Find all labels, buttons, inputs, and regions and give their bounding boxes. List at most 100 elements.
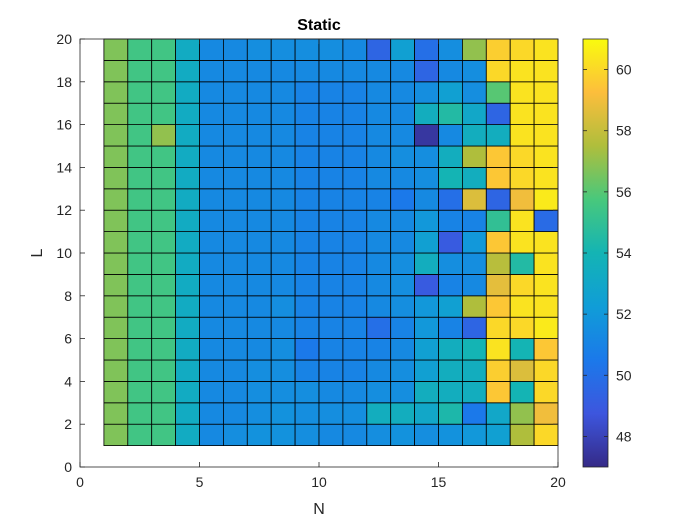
x-axis-ticks: 0 5 10 15 20 bbox=[76, 39, 566, 490]
heatmap-cell bbox=[103, 423, 129, 447]
heatmap-cell bbox=[318, 338, 344, 361]
heatmap-cell bbox=[103, 145, 129, 168]
heatmap-cell bbox=[294, 359, 320, 382]
heatmap-cell bbox=[461, 38, 487, 61]
heatmap-cell bbox=[103, 60, 129, 83]
heatmap-cell bbox=[270, 60, 296, 83]
heatmap-cell bbox=[438, 295, 463, 318]
heatmap-cell bbox=[127, 359, 153, 382]
heatmap-cell bbox=[461, 102, 487, 125]
heatmap-cell bbox=[199, 124, 224, 147]
heatmap-cell bbox=[175, 273, 200, 297]
heatmap-cell bbox=[366, 60, 392, 83]
heatmap-cell bbox=[390, 423, 416, 447]
heatmap-cell bbox=[270, 209, 296, 232]
heatmap-cell bbox=[175, 38, 200, 61]
heatmap-cell bbox=[270, 81, 296, 104]
heatmap-cell bbox=[366, 273, 392, 297]
colorbar-tick-label: 54 bbox=[616, 245, 632, 261]
heatmap-cell bbox=[414, 316, 439, 340]
colorbar-tick-label: 56 bbox=[616, 184, 632, 200]
heatmap-cell bbox=[461, 124, 487, 147]
heatmap-cell bbox=[222, 423, 248, 447]
heatmap-cell bbox=[127, 124, 153, 147]
heatmap-cell bbox=[175, 188, 200, 211]
heatmap-cell bbox=[485, 188, 511, 211]
heatmap-cell bbox=[533, 252, 559, 275]
heatmap-cell bbox=[151, 166, 176, 190]
heatmap-cell bbox=[342, 166, 368, 190]
heatmap-cell bbox=[318, 316, 344, 340]
heatmap-cell bbox=[294, 124, 320, 147]
heatmap-cell bbox=[342, 338, 368, 361]
heatmap-cell bbox=[175, 359, 200, 382]
heatmap-cell bbox=[270, 316, 296, 340]
heatmap-cell bbox=[366, 188, 392, 211]
heatmap-cell bbox=[461, 273, 487, 297]
heatmap-cell bbox=[246, 252, 272, 275]
heatmap-cell bbox=[438, 124, 463, 147]
y-tick-label: 16 bbox=[56, 117, 72, 133]
heatmap-cell bbox=[438, 209, 463, 232]
heatmap-cell bbox=[390, 380, 416, 404]
heatmap-cell bbox=[366, 423, 392, 447]
heatmap-cell bbox=[246, 423, 272, 447]
heatmap-cell bbox=[438, 380, 463, 404]
heatmap-cell bbox=[318, 380, 344, 404]
y-tick-label: 10 bbox=[56, 245, 72, 261]
heatmap-cell bbox=[199, 209, 224, 232]
heatmap-cell bbox=[342, 316, 368, 340]
y-tick-label: 2 bbox=[64, 416, 72, 432]
heatmap-cell bbox=[199, 273, 224, 297]
heatmap-cell bbox=[461, 81, 487, 104]
heatmap-cell bbox=[199, 316, 224, 340]
heatmap-cell bbox=[485, 124, 511, 147]
heatmap-cell bbox=[175, 231, 200, 254]
heatmap-cell bbox=[151, 359, 176, 382]
colorbar-tick-label: 48 bbox=[616, 428, 632, 444]
heatmap-cell bbox=[222, 188, 248, 211]
heatmap-cell bbox=[485, 102, 511, 125]
colorbar bbox=[582, 38, 609, 468]
heatmap-cell bbox=[294, 231, 320, 254]
heatmap-cell bbox=[294, 252, 320, 275]
heatmap-cell bbox=[222, 402, 248, 425]
heatmap-cell bbox=[318, 231, 344, 254]
heatmap-cell bbox=[175, 402, 200, 425]
heatmap-cell bbox=[342, 102, 368, 125]
heatmap-cell bbox=[366, 209, 392, 232]
heatmap-cell bbox=[127, 380, 153, 404]
heatmap-cell bbox=[390, 102, 416, 125]
heatmap-cell bbox=[342, 402, 368, 425]
heatmap-cell bbox=[461, 60, 487, 83]
heatmap-cell bbox=[103, 124, 129, 147]
heatmap-cell bbox=[246, 145, 272, 168]
heatmap-cell bbox=[509, 38, 535, 61]
heatmap-cell bbox=[270, 38, 296, 61]
heatmap-cell bbox=[366, 231, 392, 254]
heatmap-cell bbox=[294, 295, 320, 318]
heatmap-cell bbox=[199, 402, 224, 425]
heatmap-cell bbox=[509, 273, 535, 297]
heatmap-cell bbox=[175, 81, 200, 104]
heatmap-cell bbox=[222, 316, 248, 340]
heatmap-cell bbox=[438, 359, 463, 382]
heatmap-cell bbox=[485, 380, 511, 404]
heatmap-cell bbox=[246, 338, 272, 361]
heatmap-cell bbox=[175, 316, 200, 340]
heatmap-cell bbox=[533, 423, 559, 447]
heatmap-cell bbox=[414, 60, 439, 83]
heatmap-cell bbox=[222, 166, 248, 190]
heatmap-cell bbox=[509, 102, 535, 125]
heatmap-cell bbox=[390, 402, 416, 425]
heatmap-cell bbox=[318, 188, 344, 211]
heatmap-cell bbox=[199, 102, 224, 125]
heatmap-cell bbox=[103, 402, 129, 425]
heatmap-cells bbox=[103, 38, 559, 447]
heatmap-cell bbox=[342, 145, 368, 168]
heatmap-cell bbox=[414, 102, 439, 125]
heatmap-cell bbox=[533, 316, 559, 340]
heatmap-cell bbox=[461, 145, 487, 168]
heatmap-cell bbox=[270, 359, 296, 382]
